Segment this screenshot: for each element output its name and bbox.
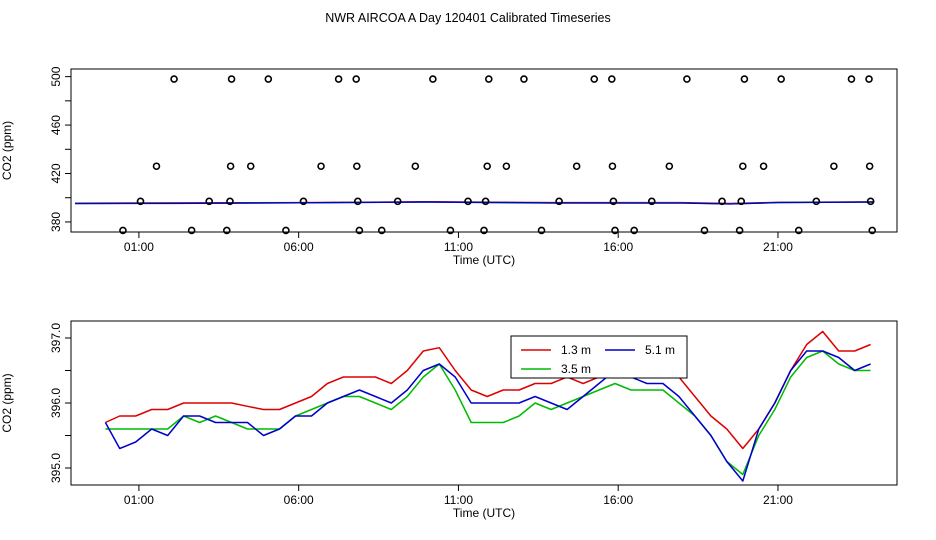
data-point	[205, 197, 214, 206]
data-point	[630, 226, 638, 235]
y-tick-label: 397.0	[49, 323, 63, 353]
data-point	[608, 162, 617, 171]
data-point	[119, 226, 127, 235]
x-tick-label: 06:00	[284, 240, 314, 254]
y-axis-label: CO2 (ppm)	[0, 373, 14, 432]
data-point	[411, 162, 420, 171]
y-tick-label: 396.0	[49, 388, 63, 418]
data-point	[226, 197, 234, 206]
data-point	[572, 162, 581, 171]
data-point	[665, 162, 674, 171]
x-tick-label: 21:00	[763, 493, 793, 507]
data-point	[608, 75, 616, 83]
data-point	[170, 75, 178, 83]
x-tick-label: 16:00	[603, 493, 633, 507]
data-point	[718, 197, 726, 206]
data-point	[611, 226, 619, 235]
data-point	[537, 226, 546, 235]
data-point	[683, 75, 691, 83]
raw-calibration-plot: 01:00 06:00 11:00 16:00 21:00 Time (UTC) 380 42…	[0, 66, 898, 267]
data-point	[446, 226, 455, 235]
data-point	[222, 226, 231, 235]
x-axis-label: Time (UTC)	[453, 506, 515, 520]
data-point	[865, 162, 874, 171]
data-point	[555, 197, 563, 206]
data-point	[735, 226, 744, 235]
y-tick-label: 420	[49, 163, 63, 183]
data-point	[865, 75, 873, 83]
data-point	[353, 197, 362, 206]
data-point	[609, 197, 618, 206]
legend: 1.3 m 3.5 m 5.1 m	[510, 335, 688, 379]
data-point	[464, 197, 472, 206]
x-tick-label: 06:00	[284, 493, 314, 507]
data-point	[647, 197, 656, 206]
data-point	[812, 197, 821, 206]
data-point	[868, 226, 877, 235]
data-point	[590, 75, 599, 83]
data-point	[352, 75, 360, 83]
data-point	[502, 162, 511, 171]
data-point	[759, 162, 768, 171]
y-tick-label: 500	[49, 66, 63, 86]
y-tick-label: 460	[49, 115, 63, 135]
data-point	[480, 226, 488, 235]
y-tick-label: 380	[49, 212, 63, 232]
data-point	[353, 162, 361, 171]
data-point	[317, 162, 325, 171]
data-point	[739, 162, 747, 171]
y-tick-label: 395.0	[49, 453, 63, 483]
data-point	[777, 75, 785, 83]
series-line-51m	[74, 201, 874, 205]
data-point	[429, 75, 437, 83]
data-point	[740, 75, 749, 83]
chart-title: NWR AIRCOA A Day 120401 Calibrated Times…	[325, 11, 611, 25]
profile-timeseries-plot: 01:00 06:00 11:00 16:00 21:00 Time (UTC) 395.0…	[0, 320, 898, 520]
data-point	[246, 162, 255, 171]
series-line-51m	[104, 350, 871, 482]
legend-label: 5.1 m	[645, 343, 675, 357]
x-tick-label: 11:00	[444, 493, 473, 507]
plot-frame	[70, 68, 898, 233]
y-axis-label: CO2 (ppm)	[0, 121, 14, 180]
x-axis-label: Time (UTC)	[453, 253, 515, 267]
data-point	[393, 197, 402, 206]
data-point	[700, 226, 709, 235]
x-tick-label: 16:00	[603, 240, 633, 254]
data-point	[483, 162, 491, 171]
series-line-13m	[105, 330, 871, 450]
data-point	[481, 197, 490, 206]
x-tick-label: 01:00	[124, 240, 154, 254]
data-point	[299, 197, 308, 206]
data-point	[866, 197, 875, 206]
data-point	[264, 75, 273, 83]
legend-box	[510, 335, 688, 379]
data-point	[226, 162, 235, 171]
data-point	[136, 197, 145, 206]
x-tick-label: 11:00	[444, 240, 473, 254]
legend-label: 3.5 m	[561, 362, 591, 376]
data-point	[227, 75, 236, 83]
data-point	[282, 226, 290, 235]
data-point	[187, 226, 196, 235]
legend-label: 1.3 m	[561, 343, 591, 357]
x-tick-label: 01:00	[124, 493, 154, 507]
data-point	[520, 75, 528, 83]
data-point	[152, 162, 161, 171]
data-point	[355, 226, 364, 235]
data-point	[334, 75, 343, 83]
data-point	[847, 75, 856, 83]
data-point	[377, 226, 386, 235]
data-point	[737, 197, 746, 206]
data-point	[794, 226, 803, 235]
x-tick-label: 21:00	[763, 240, 793, 254]
data-point	[484, 75, 493, 83]
data-point	[830, 162, 838, 171]
